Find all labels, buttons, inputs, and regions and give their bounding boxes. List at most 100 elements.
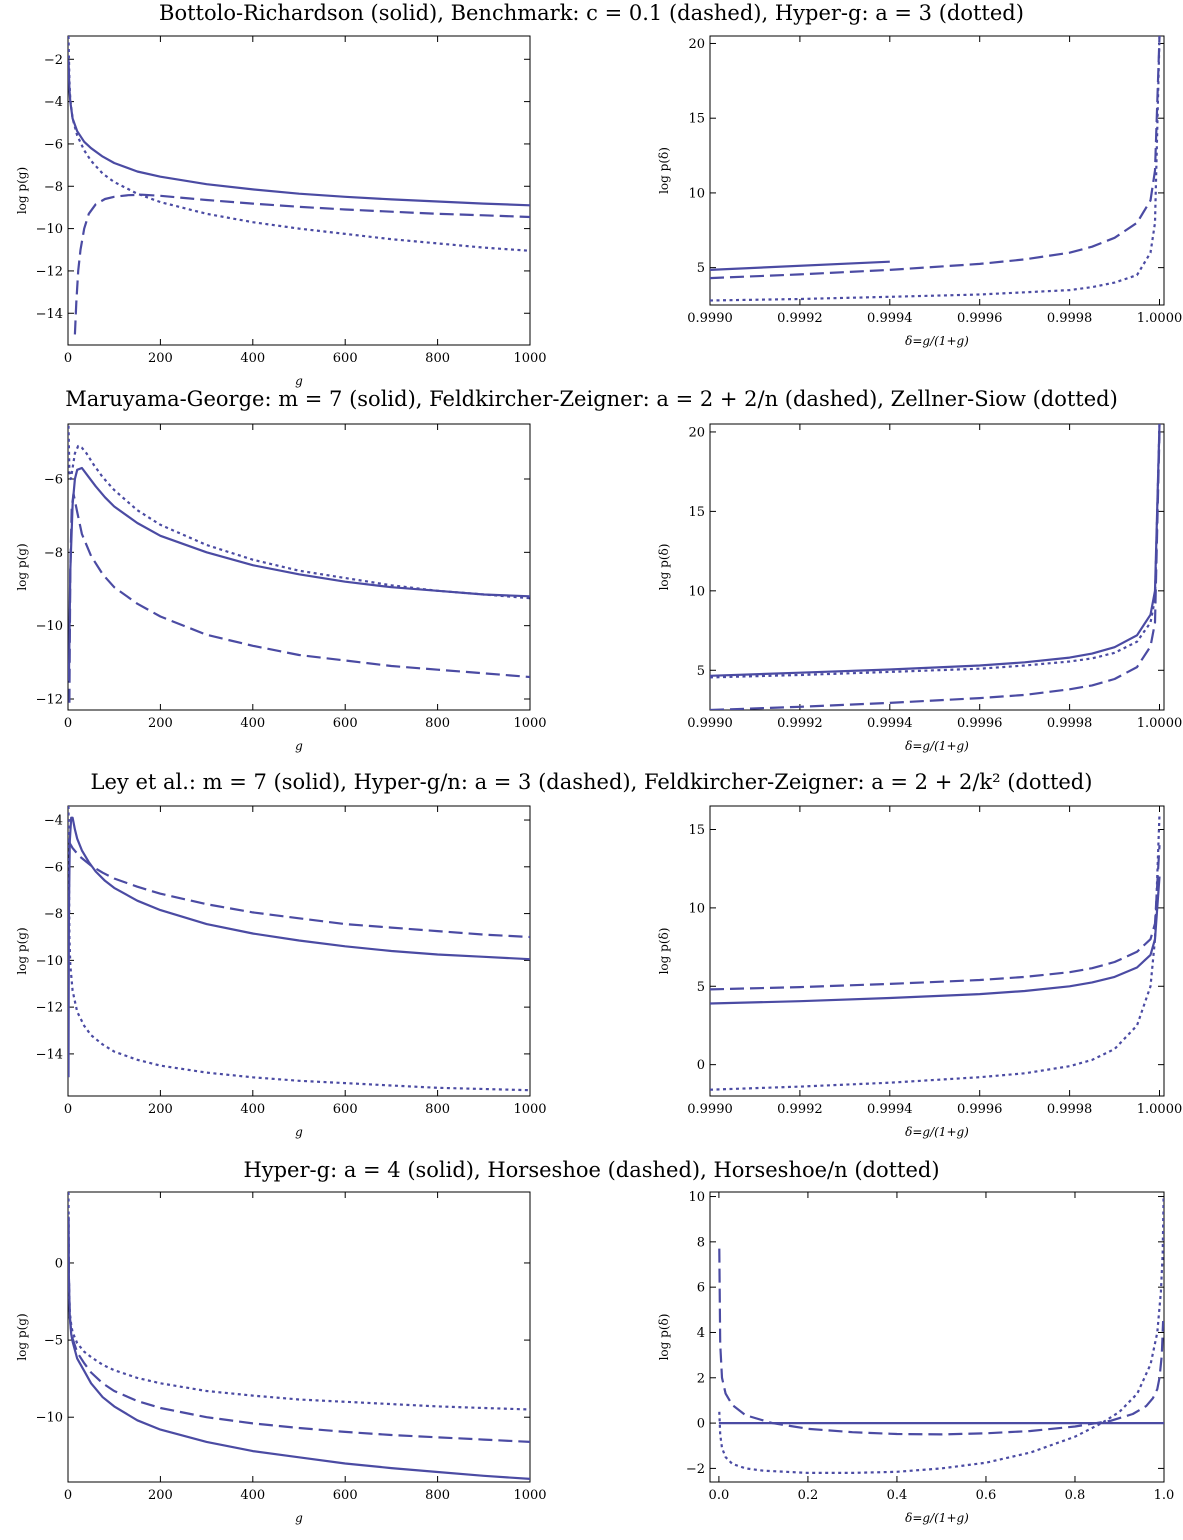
x-tick-label: 200 (148, 1102, 173, 1117)
y-tick-label: 10 (688, 1190, 705, 1205)
y-tick-label: 0 (697, 1417, 705, 1432)
x-tick-label: 0.9990 (687, 1102, 733, 1117)
y-tick-label: −8 (44, 180, 63, 195)
x-tick-label: 600 (333, 1488, 358, 1503)
chart-panel-8: 0.0 0.2 0.4 0.6 0.8 1.0 −2 0 2 4 6 8 10 δ=g/(1+g) log … (657, 1190, 1174, 1525)
y-tick-label: −6 (44, 137, 63, 152)
y-tick-label: −12 (36, 264, 63, 279)
y-tick-label: −12 (36, 1001, 63, 1016)
x-tick-label: 400 (240, 716, 265, 731)
series-line-solid (68, 816, 530, 1078)
chart-panel-2: 0.9990 0.9992 0.9994 0.9996 0.9998 1.0000 5 10 1… (657, 35, 1182, 348)
series-line-dotted (718, 1196, 1164, 1474)
x-tick-label: 0.9992 (777, 311, 823, 326)
x-tick-label: 0.9998 (1047, 716, 1093, 731)
x-tick-label: 0 (64, 716, 72, 731)
chart-panel-6: 0.9990 0.9992 0.9994 0.9996 0.9998 1.0000 0 5 10… (657, 805, 1183, 1139)
x-axis-label: g (295, 374, 303, 388)
x-axis-label: δ=g/(1+g) (905, 1125, 969, 1139)
x-tick-label: 0 (64, 1488, 72, 1503)
x-tick-label: 1.0000 (1137, 1102, 1183, 1117)
y-tick-label: 5 (697, 980, 705, 995)
chart-panel-3: 0 200 400 600 800 1000 −12 −10 −8 −6 g log p(g) (15, 423, 547, 753)
plot-frame (67, 1191, 531, 1483)
row-1-title: Bottolo-Richardson (solid), Benchmark: c… (159, 1, 1024, 25)
x-tick-label: 600 (333, 351, 358, 366)
y-axis-label: log p(δ) (657, 1314, 671, 1361)
x-tick-label: 0.6 (976, 1488, 997, 1503)
y-tick-label: 6 (697, 1281, 705, 1296)
y-tick-label: −14 (36, 307, 63, 322)
x-tick-label: 0.9992 (777, 716, 823, 731)
plot-frame (67, 805, 531, 1097)
y-tick-label: −10 (36, 1411, 63, 1426)
x-tick-label: 1.0 (1154, 1488, 1175, 1503)
series-line-solid (710, 876, 1161, 1005)
y-axis-label: log p(g) (15, 543, 29, 590)
y-tick-label: 10 (688, 901, 705, 916)
x-tick-label: 1000 (513, 1488, 546, 1503)
row-4-title: Hyper-g: a = 4 (solid), Horseshoe (dashe… (243, 1158, 940, 1182)
x-tick-label: 800 (425, 351, 450, 366)
series-line-dotted (68, 806, 530, 1092)
series-line-dashed (710, 845, 1161, 991)
x-tick-label: 0.0 (709, 1488, 730, 1503)
x-tick-label: 600 (333, 716, 358, 731)
x-tick-label: 1.0000 (1137, 716, 1183, 731)
x-tick-label: 0.9994 (867, 716, 913, 731)
x-axis-label: δ=g/(1+g) (905, 1511, 969, 1525)
y-tick-label: 4 (697, 1326, 705, 1341)
x-tick-label: 0.9990 (687, 716, 733, 731)
series-line-dashed (68, 840, 530, 939)
y-tick-label: 5 (697, 261, 705, 276)
series-line-dotted (68, 425, 530, 600)
series-line-dotted (710, 813, 1161, 1091)
x-tick-label: 0.9996 (957, 1102, 1003, 1117)
series-line-solid (68, 59, 530, 207)
chart-panel-5: 0 200 400 600 800 1000 −14 −12 −10 −8 −6 −4 g log p(g… (15, 805, 547, 1139)
series-line-dashed (718, 1248, 1164, 1436)
y-tick-label: 15 (688, 823, 705, 838)
x-axis-label: g (295, 739, 303, 753)
series-line-solid (68, 1216, 530, 1480)
y-tick-label: −5 (44, 1334, 63, 1349)
row-2-title: Maruyama-George: m = 7 (solid), Feldkirc… (65, 387, 1118, 411)
series-line-solid (68, 466, 530, 681)
x-tick-label: 0.8 (1065, 1488, 1086, 1503)
y-axis-label: log p(δ) (657, 544, 671, 591)
x-tick-label: 1000 (513, 351, 546, 366)
y-axis-label: log p(g) (15, 1313, 29, 1360)
x-tick-label: 600 (333, 1102, 358, 1117)
series-line-dashed (68, 492, 530, 703)
y-tick-label: −8 (44, 907, 63, 922)
series-line-dashed (710, 431, 1161, 710)
plot-frame (67, 35, 531, 346)
x-tick-label: 0.9990 (687, 311, 733, 326)
x-tick-label: 400 (240, 351, 265, 366)
plot-frame (709, 423, 1165, 711)
y-axis-label: log p(g) (15, 927, 29, 974)
plot-frame (709, 805, 1165, 1097)
x-axis-label: δ=g/(1+g) (905, 739, 969, 753)
y-tick-label: −2 (686, 1462, 705, 1477)
y-tick-label: 15 (688, 505, 705, 520)
series-line-dotted (710, 36, 1161, 302)
y-tick-label: −12 (36, 693, 63, 708)
y-tick-label: 8 (697, 1235, 705, 1250)
y-tick-label: −10 (36, 222, 63, 237)
x-tick-label: 800 (425, 716, 450, 731)
y-axis-label: log p(g) (15, 167, 29, 214)
y-axis-label: log p(δ) (657, 147, 671, 194)
y-tick-label: 15 (688, 112, 705, 127)
x-tick-label: 0 (64, 351, 72, 366)
plot-frame (709, 1191, 1165, 1483)
series-line-dashed (68, 1216, 530, 1443)
y-tick-label: −6 (44, 860, 63, 875)
y-tick-label: −6 (44, 473, 63, 488)
x-axis-label: g (295, 1511, 303, 1525)
chart-panel-7: 0 200 400 600 800 1000 −10 −5 0 g log p(g) (15, 1191, 547, 1525)
y-tick-label: 2 (697, 1371, 705, 1386)
x-tick-label: 800 (425, 1488, 450, 1503)
series-line-solid (710, 424, 1161, 677)
